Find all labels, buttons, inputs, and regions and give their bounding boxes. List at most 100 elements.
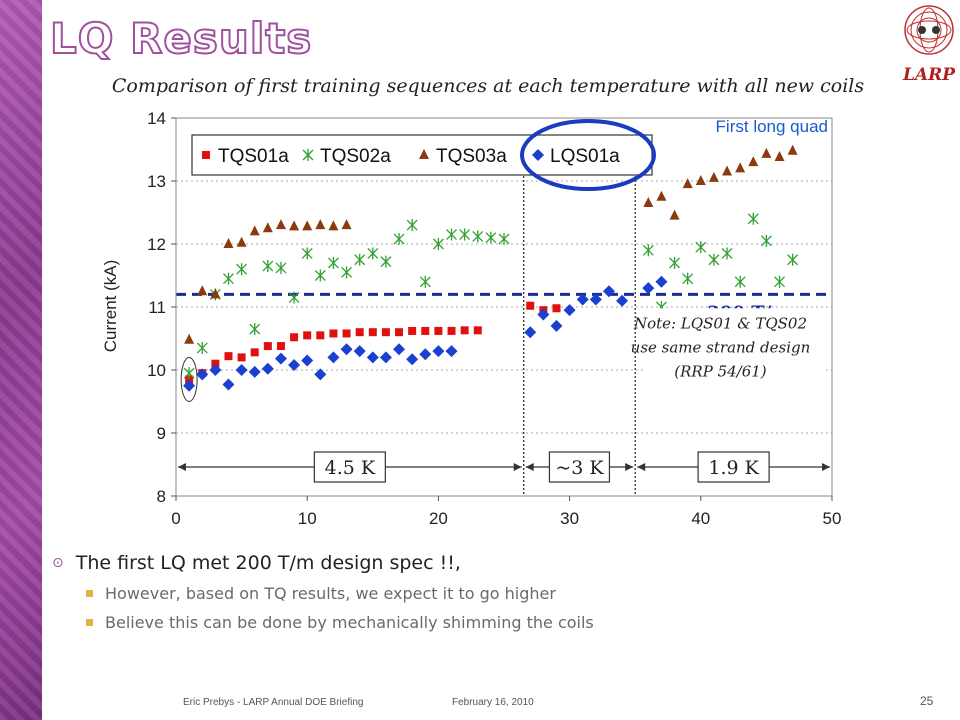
data-point	[262, 260, 274, 273]
data-point	[550, 319, 563, 332]
data-point	[748, 156, 759, 167]
data-point	[642, 282, 655, 295]
data-point	[379, 351, 392, 364]
bullet-marker-icon: ⊙	[52, 555, 64, 571]
x-tick-label: 20	[429, 509, 448, 528]
chart-title: Comparison of first training sequences a…	[112, 75, 864, 97]
x-tick-label: 30	[560, 509, 579, 528]
sub-bullet-marker-icon	[86, 590, 93, 597]
data-point	[735, 162, 746, 173]
data-point	[447, 326, 456, 335]
data-point	[708, 253, 720, 266]
training-chart: Comparison of first training sequences a…	[101, 75, 864, 528]
data-point	[355, 328, 364, 337]
data-point	[498, 232, 510, 245]
data-point	[329, 329, 338, 338]
sub-bullet: However, based on TQ results, we expect …	[86, 584, 932, 603]
data-point	[236, 236, 247, 247]
data-point	[695, 175, 706, 185]
data-point	[301, 354, 314, 367]
data-point	[275, 219, 286, 230]
data-point	[223, 272, 234, 285]
arrow-head-left-icon	[637, 463, 646, 471]
x-tick-label: 10	[298, 509, 317, 528]
data-point	[643, 197, 654, 208]
legend-label: LQS01a	[550, 146, 620, 167]
data-point	[616, 294, 629, 307]
data-point	[721, 247, 733, 260]
note-line: (RRP 54/61)	[674, 362, 767, 380]
data-point	[787, 253, 799, 266]
data-point	[395, 328, 404, 337]
data-point	[419, 149, 429, 159]
legend-label: TQS02a	[320, 146, 391, 167]
chart-legend: TQS01a TQS02a TQS03a LQS01a	[191, 119, 656, 191]
data-point	[524, 326, 537, 339]
y-tick-label: 9	[157, 424, 166, 443]
data-point	[760, 234, 772, 247]
data-point	[185, 375, 194, 384]
data-point	[276, 342, 285, 351]
data-point	[261, 362, 274, 375]
data-point	[589, 293, 602, 306]
sub-bullet-marker-icon	[86, 619, 93, 626]
data-point	[249, 225, 260, 236]
data-point	[303, 331, 312, 340]
data-point	[532, 149, 544, 161]
arrow-head-right-icon	[822, 463, 830, 471]
data-point	[248, 365, 261, 378]
data-point	[196, 341, 208, 354]
sub-bullet-text: Believe this can be done by mechanically…	[105, 613, 594, 632]
data-point	[237, 353, 246, 362]
data-point	[708, 171, 719, 182]
arrow-head-left-icon	[178, 463, 186, 471]
callout-ellipse	[520, 119, 656, 191]
data-point	[289, 220, 300, 231]
logo-text: LARP	[902, 65, 956, 85]
y-tick-label: 11	[148, 298, 166, 317]
region-label: 4.5 K	[325, 457, 376, 479]
data-point	[406, 219, 418, 232]
data-point	[408, 326, 417, 335]
data-point	[202, 151, 210, 159]
data-point	[380, 255, 392, 268]
data-point	[341, 266, 353, 279]
note-box	[643, 308, 824, 393]
slide-title: LQ Results	[49, 13, 313, 64]
data-point	[421, 326, 430, 335]
data-point	[196, 368, 209, 381]
data-point	[223, 238, 234, 248]
y-tick-label: 10	[147, 361, 166, 380]
data-point	[235, 364, 248, 376]
data-point	[263, 342, 272, 351]
data-point	[669, 256, 681, 269]
y-tick-label: 13	[147, 172, 166, 191]
footer-date: February 16, 2010	[452, 697, 534, 708]
data-point	[183, 367, 195, 380]
data-point	[236, 263, 248, 276]
data-point	[722, 165, 733, 176]
data-point	[473, 326, 482, 335]
decorative-sidebar	[0, 0, 42, 720]
data-point	[655, 275, 668, 288]
data-point	[563, 304, 576, 317]
data-point	[446, 228, 457, 241]
data-point	[656, 190, 667, 201]
data-point	[695, 241, 707, 254]
data-point	[341, 219, 352, 230]
data-point	[485, 231, 497, 244]
data-point	[314, 368, 327, 381]
data-point	[340, 343, 353, 356]
series-tqs02a	[183, 212, 799, 380]
data-point	[642, 244, 654, 257]
data-point	[327, 256, 339, 269]
data-point	[197, 285, 208, 296]
footer-presenter: Eric Prebys - LARP Annual DOE Briefing	[183, 697, 364, 708]
arrow-head-right-icon	[625, 463, 634, 471]
region-label: 1.9 K	[708, 457, 759, 479]
data-point	[682, 178, 693, 189]
data-point	[787, 144, 798, 155]
x-tick-label: 0	[171, 509, 180, 528]
data-point	[302, 149, 314, 161]
bullet-main-text: The first LQ met 200 T/m design spec !!,	[75, 552, 461, 574]
